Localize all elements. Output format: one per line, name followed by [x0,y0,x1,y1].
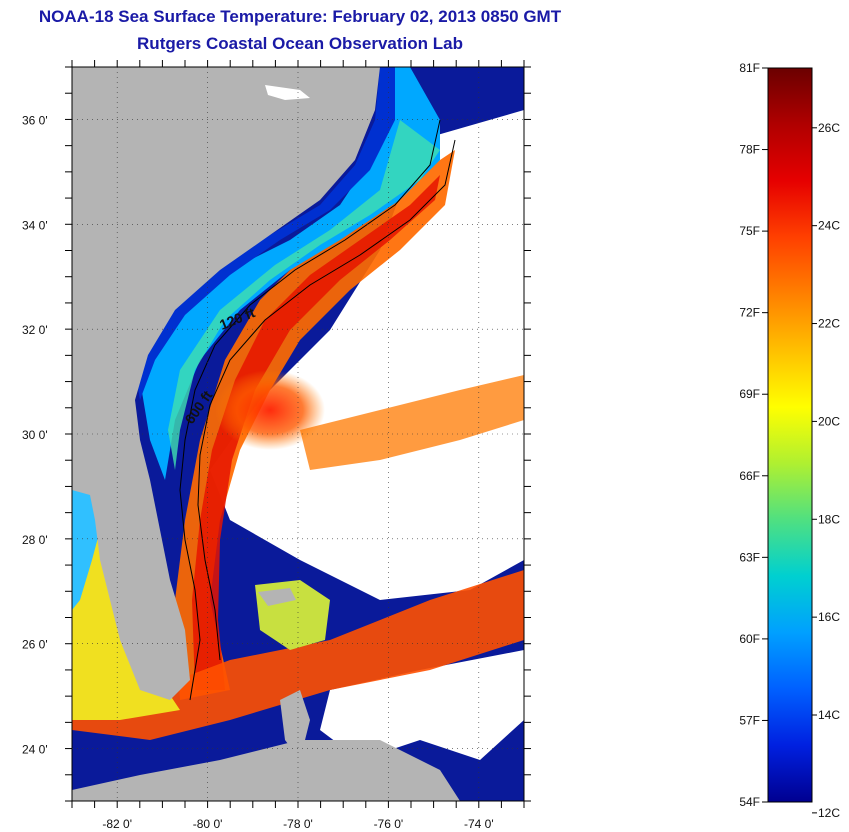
map-plot-area [72,67,524,801]
florida-straits-warm [72,570,524,740]
pamlico-sound [265,85,310,100]
colorbar-label-f: 54F [739,795,760,809]
colorbar-label-f: 60F [739,632,760,646]
colorbar-label-c: 22C [818,317,840,331]
gulf-coastal-cool [72,490,100,610]
colorbar-labels: 81F 78F 75F 72F 69F 66F 63F 60F 57F 54F 26C 24C 22C 2… [739,61,840,820]
cloud-cover-southeast [320,650,524,760]
colorbar-label-c: 24C [818,219,840,233]
cloud-cover-offshore [210,110,524,600]
colorbar-label-f: 75F [739,224,760,238]
lon-tick-label: -76 0' [374,817,404,831]
colorbar-label-c: 18C [818,512,840,526]
colorbar: 81F 78F 75F 72F 69F 66F 63F 60F 57F 54F 26C 24C 22C 2… [739,61,840,820]
offshore-warm-stripe [300,375,524,470]
lon-tick-label: -80 0' [193,817,223,831]
colorbar-scale [767,67,813,803]
colorbar-label-c: 26C [818,121,840,135]
map-gridlines [72,67,524,801]
colorbar-label-c: 12C [818,806,840,820]
lon-tick-label: -82 0' [102,817,132,831]
colorbar-label-f: 66F [739,469,760,483]
land-bahamas-north [258,588,296,606]
colorbar-label-c: 20C [818,414,840,428]
land-cuba [72,740,460,801]
shelf-water-mid [168,120,440,470]
lon-tick-label: -78 0' [283,817,313,831]
lat-tick-label: 34 0' [22,218,48,232]
isobath-120ft [179,119,441,701]
colorbar-label-f: 81F [739,61,760,75]
colorbar-label-f: 69F [739,387,760,401]
gulf-stream-core [192,175,440,690]
colorbar-label-f: 57F [739,713,760,727]
map-title: NOAA-18 Sea Surface Temperature: Februar… [38,7,562,26]
colorbar-label-f: 78F [739,143,760,157]
colorbar-label-f: 63F [739,550,760,564]
lat-tick-label: 32 0' [22,323,48,337]
warm-eddy [215,370,325,450]
map-axis-labels: -82 0' -80 0' -78 0' -76 0' -74 0' 36 0' 34 0'… [22,113,494,831]
lon-tick-label: -74 0' [464,817,494,831]
land-us-southeast [72,67,380,700]
map-ticks [65,60,531,808]
map-subtitle: Rutgers Coastal Ocean Observation Lab [137,34,463,53]
lat-tick-label: 36 0' [22,113,48,127]
colorbar-label-c: 14C [818,708,840,722]
isobath-600ft [197,139,456,661]
colorbar-label-c: 16C [818,610,840,624]
lat-tick-label: 26 0' [22,638,48,652]
colorbar-label-f: 72F [739,306,760,320]
lat-tick-label: 24 0' [22,743,48,757]
land-bahamas [280,690,310,760]
lat-tick-label: 28 0' [22,533,48,547]
lat-tick-label: 30 0' [22,428,48,442]
